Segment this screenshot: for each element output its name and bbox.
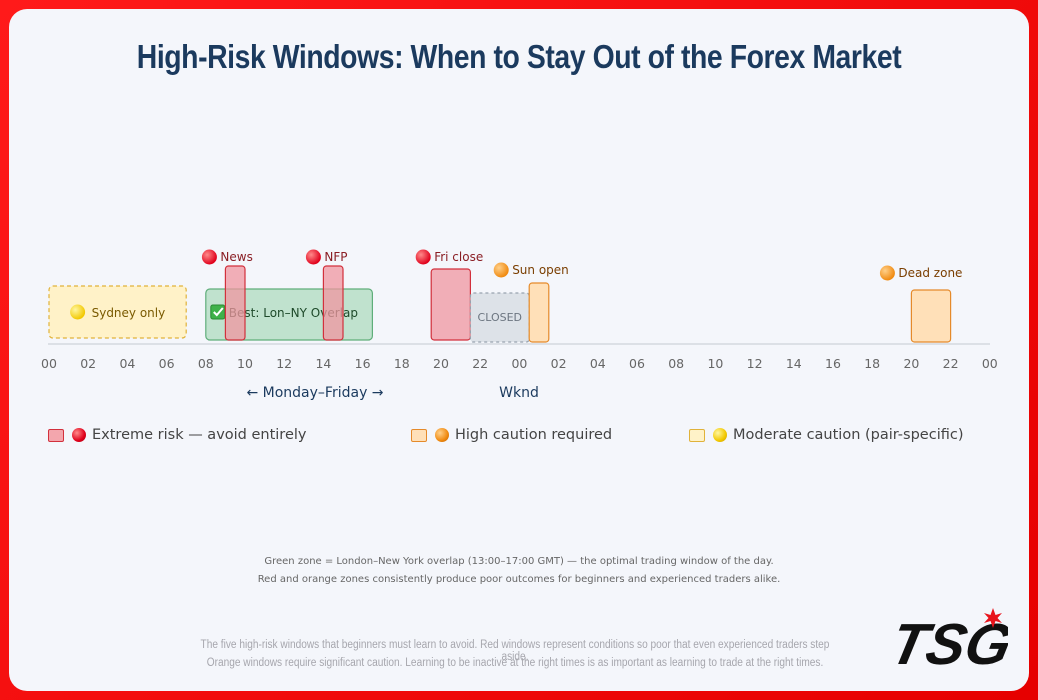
- logo-text: TSG: [898, 613, 1008, 670]
- note-line-2: Red and orange zones consistently produc…: [257, 574, 781, 585]
- tick-label: 00: [511, 356, 527, 371]
- tick-label: 20: [903, 356, 919, 371]
- zone-label-dead-zone: Dead zone: [898, 266, 962, 280]
- legend-label-high: High caution required: [455, 427, 613, 443]
- tick-label: 22: [472, 356, 488, 371]
- zone-sun-open: [528, 282, 550, 343]
- legend-moderate: Moderate caution (pair-specific): [689, 427, 964, 443]
- orange-dot-icon: [493, 262, 509, 278]
- check-mark: [213, 307, 224, 317]
- legend-extreme: Extreme risk — avoid entirely: [48, 427, 306, 443]
- tick-label: 00: [982, 356, 998, 371]
- zone-nfp: [322, 265, 344, 341]
- tick-label: 14: [786, 356, 802, 371]
- tick-label: 06: [629, 356, 645, 371]
- tick-label: 06: [159, 356, 175, 371]
- tick-label: 08: [198, 356, 214, 371]
- zone-label-sydney: Sydney only: [92, 306, 166, 320]
- legend-high: High caution required: [411, 427, 612, 443]
- legend-label-moderate: Moderate caution (pair-specific): [733, 427, 964, 443]
- check-icon: [210, 304, 226, 320]
- yellow-dot-icon: [70, 304, 86, 320]
- tick-label: 10: [707, 356, 723, 371]
- tick-label: 10: [237, 356, 253, 371]
- tick-label: 12: [276, 356, 292, 371]
- tick-label: 08: [668, 356, 684, 371]
- footer-line-2: Orange windows require significant cauti…: [206, 657, 824, 669]
- orange-dot-icon: [435, 428, 449, 442]
- legend-label-extreme: Extreme risk — avoid entirely: [92, 427, 307, 443]
- tick-label: 18: [864, 356, 880, 371]
- tick-label: 12: [747, 356, 763, 371]
- legend-swatch-moderate: [689, 428, 705, 442]
- tick-label: 14: [315, 356, 331, 371]
- content-card: [9, 9, 1029, 691]
- tick-label: 02: [551, 356, 567, 371]
- zone-label-nfp: NFP: [324, 250, 347, 264]
- legend-swatch-extreme: [48, 428, 64, 442]
- logo-star-icon: [984, 608, 1002, 628]
- tick-label: 22: [943, 356, 959, 371]
- tick-label: 16: [825, 356, 841, 371]
- yellow-dot-icon: [713, 428, 727, 442]
- zone-news: [224, 265, 246, 341]
- red-dot-icon: [305, 249, 321, 265]
- zone-label-news: News: [220, 250, 252, 264]
- footer-line-1: The five high-risk windows that beginner…: [200, 639, 830, 663]
- tick-label: 00: [41, 356, 57, 371]
- red-dot-icon: [72, 428, 86, 442]
- orange-dot-icon: [879, 265, 895, 281]
- red-dot-icon: [415, 249, 431, 265]
- tick-label: 04: [590, 356, 606, 371]
- red-dot-icon: [201, 249, 217, 265]
- zone-dead-zone: [910, 289, 952, 343]
- page-title: High-Risk Windows: When to Stay Out of t…: [136, 38, 902, 75]
- legend-swatch-high: [411, 428, 427, 442]
- zone-sydney: [48, 285, 187, 339]
- tick-label: 20: [433, 356, 449, 371]
- zone-fri-close: [430, 268, 472, 341]
- tick-label: 02: [80, 356, 96, 371]
- weekend-label: Wknd: [499, 385, 539, 401]
- tick-label: 16: [355, 356, 371, 371]
- zone-label-sun-open: Sun open: [512, 263, 569, 277]
- zone-label-fri-close: Fri close: [434, 250, 483, 264]
- tick-label: 18: [394, 356, 410, 371]
- tick-label: 04: [119, 356, 135, 371]
- weekday-label: ← Monday–Friday →: [246, 385, 383, 401]
- zone-label-closed: CLOSED: [478, 311, 522, 324]
- tsg-logo: TSG: [898, 608, 1008, 670]
- note-line-1: Green zone = London–New York overlap (13…: [264, 556, 774, 567]
